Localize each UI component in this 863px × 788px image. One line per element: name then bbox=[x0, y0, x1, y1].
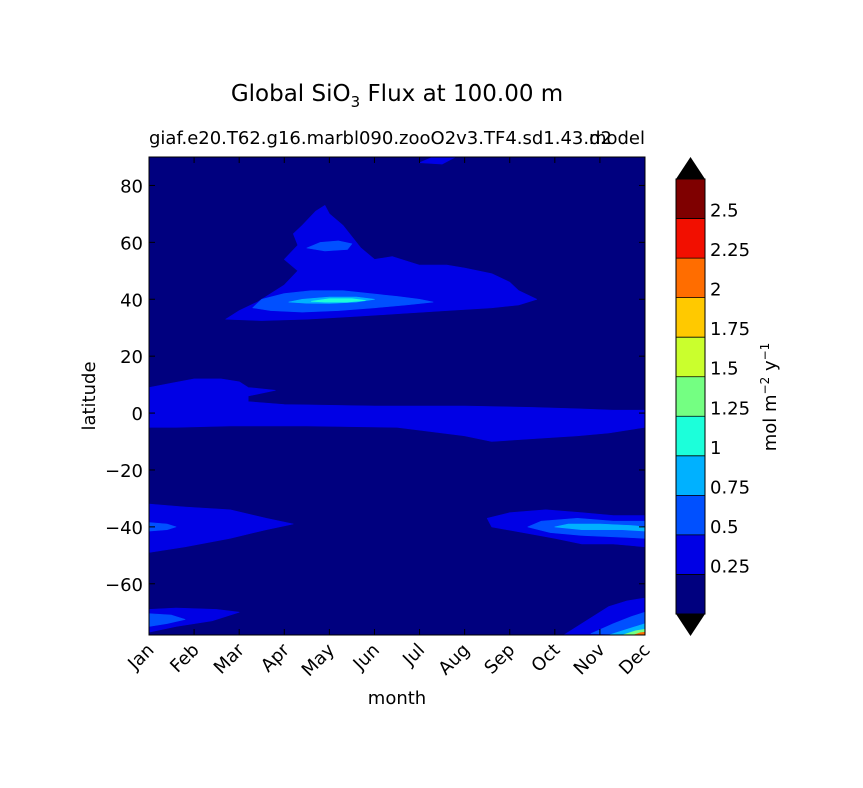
colorbar-tick-label: 2.25 bbox=[710, 240, 750, 261]
colorbar-extend-low bbox=[676, 614, 705, 636]
colorbar: 0.25 0.5 0.75 1 1.25 1.5 1.75 2 2.25 2.5 bbox=[675, 157, 750, 636]
colorbar-segment bbox=[676, 179, 705, 219]
colorbar-tick-label: 1.25 bbox=[710, 398, 750, 419]
colorbar-tick-label: 2.5 bbox=[710, 201, 739, 222]
contour-region-antarctic-west bbox=[149, 607, 240, 633]
contour-region-southern-core-west bbox=[149, 522, 177, 532]
colorbar-segment bbox=[676, 218, 705, 259]
x-tick-label: Feb bbox=[166, 640, 203, 677]
x-tick-label: Jun bbox=[349, 640, 384, 675]
x-tick-label: Nov bbox=[570, 639, 610, 679]
y-tick-label: 80 bbox=[120, 176, 143, 197]
x-tick-label: Jul bbox=[398, 640, 429, 671]
colorbar-segment bbox=[676, 416, 705, 456]
x-tick-label: May bbox=[298, 639, 339, 680]
subtitle-model: model bbox=[589, 128, 645, 149]
y-tick-label: 60 bbox=[120, 233, 143, 254]
colorbar-frame bbox=[675, 178, 706, 615]
case-name: giaf.e20.T62.g16.marbl090.zooO2v3.TF4.sd… bbox=[149, 128, 612, 149]
colorbar-segment bbox=[676, 258, 705, 298]
colorbar-segment bbox=[676, 455, 705, 496]
colorbar-tick-label: 0.25 bbox=[710, 556, 750, 577]
colorbar-segment bbox=[676, 297, 705, 338]
x-tick-label: Aug bbox=[434, 640, 474, 680]
x-axis-label: month bbox=[368, 688, 426, 709]
colorbar-tick-label: 0.75 bbox=[710, 477, 750, 498]
x-tick-label: Sep bbox=[480, 640, 519, 679]
colorbar-tick-label: 1 bbox=[710, 438, 721, 459]
contour-region-north-secondary bbox=[306, 240, 353, 252]
contour-region-antarctic-east-5 bbox=[633, 631, 645, 635]
y-tick-label: 20 bbox=[120, 347, 143, 368]
contour-region-antarctic-west-core bbox=[149, 613, 186, 627]
chart-title: Global SiO3 Flux at 100.00 m bbox=[231, 81, 563, 111]
y-axis-label: latitude bbox=[79, 361, 100, 430]
y-tick-label: −40 bbox=[105, 518, 143, 539]
colorbar-tick-label: 1.75 bbox=[710, 319, 750, 340]
colorbar-tick-label: 2 bbox=[710, 280, 721, 301]
contour-region-arctic-patch bbox=[419, 157, 456, 165]
colorbar-segment bbox=[676, 495, 705, 535]
y-tick-label: 40 bbox=[120, 290, 143, 311]
colorbar-label: mol m−2 y−1 bbox=[758, 343, 781, 452]
contour-region-north-peak-inner bbox=[310, 298, 366, 303]
colorbar-tick-label: 1.5 bbox=[710, 359, 739, 380]
plot-frame bbox=[148, 156, 646, 636]
contour-area bbox=[149, 157, 645, 635]
contour-region-southern-peak-east bbox=[554, 523, 645, 532]
x-tick-label: Apr bbox=[257, 639, 294, 676]
colorbar-segment bbox=[676, 337, 705, 377]
x-tick-label: Mar bbox=[210, 639, 249, 678]
contour-region-equatorial-band bbox=[149, 378, 645, 442]
colorbar-segment bbox=[676, 574, 705, 614]
y-tick-label: −20 bbox=[105, 461, 143, 482]
x-tick-label: Dec bbox=[615, 640, 654, 679]
contour-region-southern-band-west bbox=[149, 503, 294, 553]
x-tick-label: Jan bbox=[123, 640, 158, 675]
y-tick-label: 0 bbox=[132, 404, 143, 425]
colorbar-segment bbox=[676, 534, 705, 575]
x-tick-label: Oct bbox=[527, 640, 564, 677]
colorbar-segment bbox=[676, 376, 705, 417]
y-tick-label: −60 bbox=[105, 575, 143, 596]
colorbar-extend-high bbox=[676, 157, 705, 179]
colorbar-tick-label: 0.5 bbox=[710, 517, 739, 538]
